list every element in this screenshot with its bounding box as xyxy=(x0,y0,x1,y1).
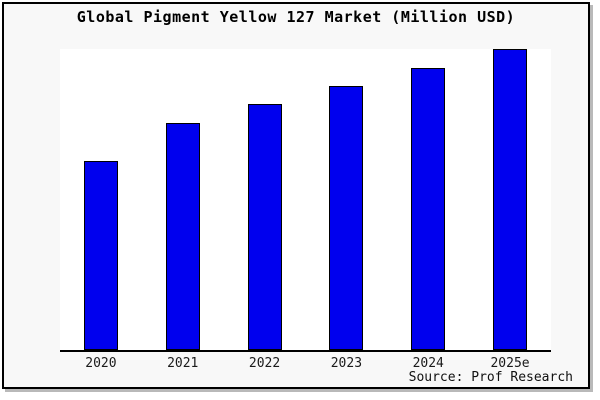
bar-2022 xyxy=(247,104,282,350)
source-note: Source: Prof Research xyxy=(408,370,573,385)
x-axis-tick-labels: 2020 2021 2022 2023 2024 2025e xyxy=(60,356,551,372)
bar-2020 xyxy=(83,161,118,350)
x-tick-label-2023: 2023 xyxy=(330,356,363,371)
plot-area xyxy=(60,49,551,352)
bar-slot-2022 xyxy=(224,49,306,350)
bar-slot-2024 xyxy=(387,49,469,350)
x-tick-label-2021: 2021 xyxy=(167,356,199,371)
bar-2025e xyxy=(493,49,528,350)
x-tick-label-2020: 2020 xyxy=(85,356,117,371)
bar-slot-2020 xyxy=(60,49,142,350)
x-tick-label-2022: 2022 xyxy=(248,356,281,371)
bar-slot-2021 xyxy=(142,49,224,350)
bar-2024 xyxy=(411,67,446,350)
bar-slot-2023 xyxy=(305,49,387,350)
bar-series xyxy=(60,49,551,350)
bar-2021 xyxy=(165,123,200,350)
chart-title: Global Pigment Yellow 127 Market (Millio… xyxy=(76,8,516,26)
bar-2023 xyxy=(329,86,364,350)
x-tick-label-2024: 2024 xyxy=(412,356,444,371)
bar-slot-2025e xyxy=(469,49,551,350)
x-tick-label-2025e: 2025e xyxy=(490,356,530,371)
chart-window: Global Pigment Yellow 127 Market (Millio… xyxy=(2,2,590,389)
